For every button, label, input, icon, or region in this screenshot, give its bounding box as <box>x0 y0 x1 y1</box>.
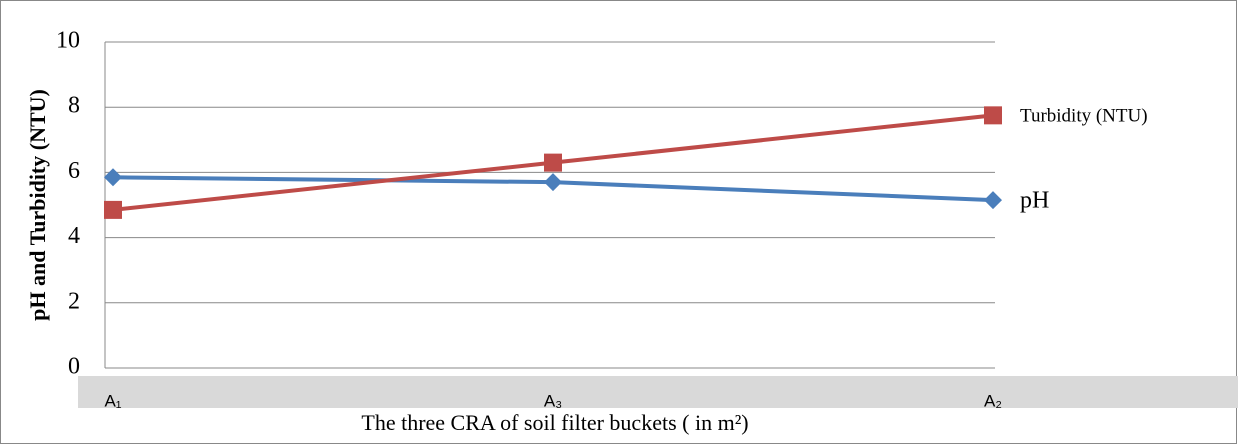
y-tick-label: 4 <box>68 223 80 249</box>
y-tick-label: 10 <box>56 28 80 54</box>
x-tick-label: A₃ <box>544 391 562 410</box>
y-tick-label: 6 <box>68 158 80 184</box>
y-tick-label: 8 <box>68 93 80 119</box>
legend-label: pH <box>1020 188 1049 214</box>
marker <box>984 106 1002 125</box>
y-tick-label: 2 <box>68 288 80 314</box>
x-tick-label: A₂ <box>984 391 1002 410</box>
marker <box>544 173 562 192</box>
marker <box>984 191 1002 210</box>
axis-band <box>78 376 1238 408</box>
x-axis-title: The three CRA of soil filter buckets ( i… <box>361 410 748 435</box>
marker <box>104 168 122 187</box>
legend-label: Turbidity (NTU) <box>1020 106 1148 127</box>
marker <box>544 153 562 172</box>
marker <box>104 200 122 219</box>
x-tick-label: A₁ <box>104 391 121 410</box>
y-tick-label: 0 <box>68 354 80 380</box>
y-axis-title: pH and Turbidity (NTU) <box>25 89 50 321</box>
